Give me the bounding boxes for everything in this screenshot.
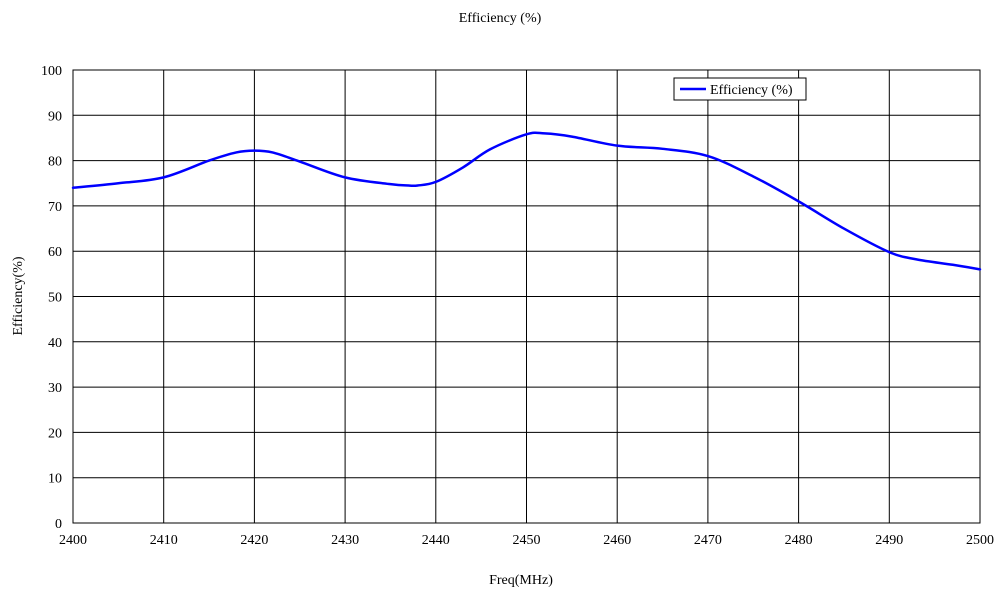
y-tick-label: 20: [48, 426, 62, 441]
x-tick-label: 2400: [59, 533, 87, 548]
y-axis-ticks: 0 10 20 30 40 50 60 70 80 90 100: [41, 64, 62, 532]
chart-title: Efficiency (%): [459, 11, 542, 26]
x-tick-label: 2500: [966, 533, 994, 548]
y-tick-label: 40: [48, 336, 62, 351]
x-tick-label: 2420: [240, 533, 268, 548]
y-tick-label: 30: [48, 381, 62, 396]
y-tick-label: 80: [48, 155, 62, 170]
x-tick-label: 2490: [875, 533, 903, 548]
series-line-efficiency: [71, 131, 982, 271]
series-layer: [71, 131, 982, 271]
y-tick-label: 50: [48, 291, 62, 306]
x-tick-label: 2450: [513, 533, 541, 548]
y-tick-label: 0: [55, 517, 62, 532]
x-tick-label: 2410: [150, 533, 178, 548]
x-tick-label: 2470: [694, 533, 722, 548]
x-axis-ticks: 2400 2410 2420 2430 2440 2450 2460 2470 2480 2490…: [59, 533, 994, 548]
x-tick-label: 2440: [422, 533, 450, 548]
y-axis-label: Efficiency(%): [11, 256, 26, 335]
legend-label: Efficiency (%): [710, 83, 793, 98]
y-tick-label: 60: [48, 245, 62, 260]
y-tick-label: 100: [41, 64, 62, 79]
legend: Efficiency (%): [673, 77, 807, 101]
x-tick-label: 2430: [331, 533, 359, 548]
x-axis-label: Freq(MHz): [489, 573, 553, 588]
x-tick-label: 2480: [785, 533, 813, 548]
y-tick-label: 90: [48, 109, 62, 124]
plot-frame: [72, 69, 981, 524]
legend-box: [673, 77, 807, 101]
y-tick-label: 70: [48, 200, 62, 215]
x-tick-label: 2460: [603, 533, 631, 548]
y-tick-label: 10: [48, 472, 62, 487]
